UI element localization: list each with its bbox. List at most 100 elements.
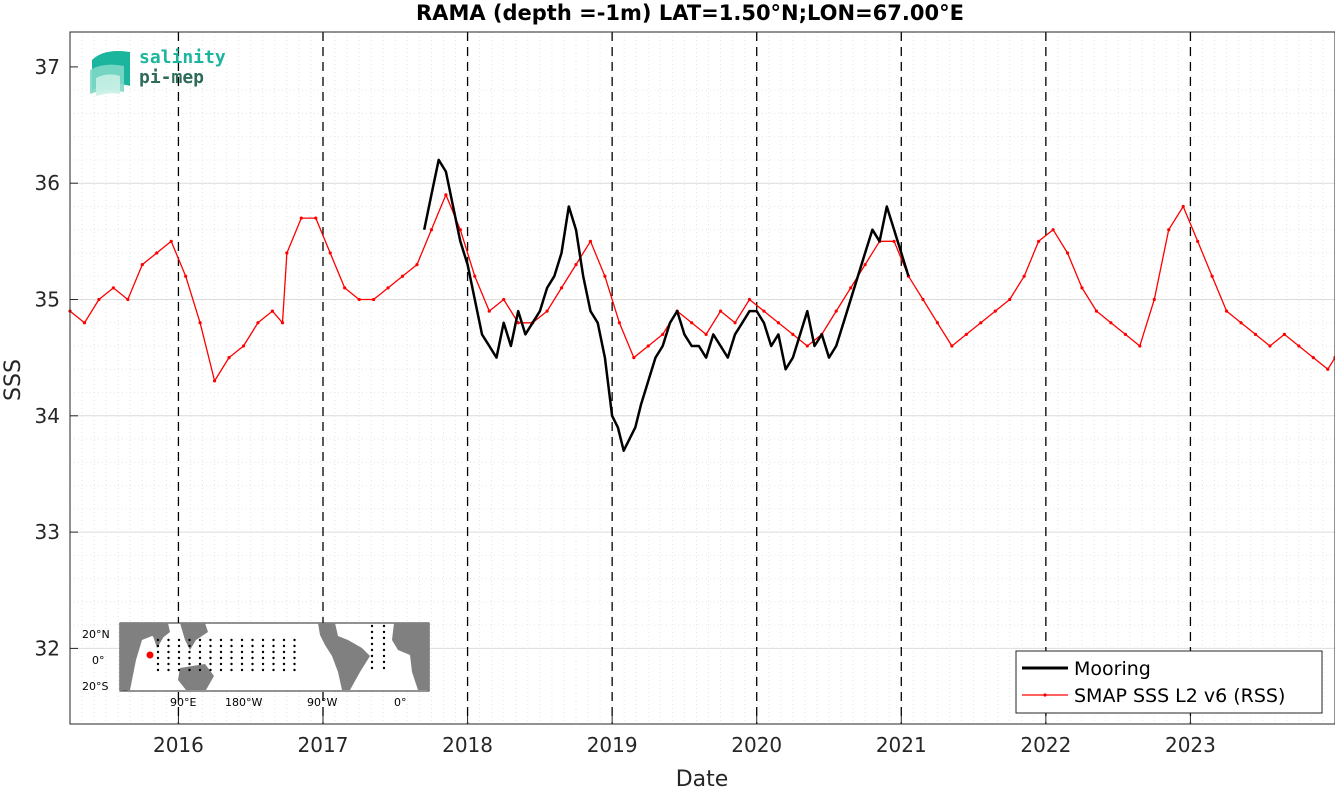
inset-buoy-dot	[272, 656, 275, 660]
series-line-smap	[69, 194, 1335, 382]
smap-point	[834, 309, 838, 313]
smap-point	[299, 216, 303, 220]
inset-buoy-dot	[261, 644, 265, 648]
smap-point	[1167, 228, 1171, 232]
inset-buoy-dot	[219, 668, 223, 672]
inset-buoy-dot	[188, 638, 191, 642]
inset-buoy-dot	[209, 638, 212, 642]
inset-buoy-dot	[240, 656, 244, 660]
inset-buoy-dot	[261, 656, 265, 660]
inset-buoy-dot	[209, 650, 212, 654]
inset-buoy-dot	[230, 650, 233, 654]
smap-point	[1094, 309, 1099, 313]
smap-point	[458, 228, 462, 232]
legend-marker-smap	[1043, 693, 1047, 697]
smap-point	[126, 297, 130, 302]
smap-point	[661, 332, 665, 336]
x-tick-labels: 2016 2017 2018 2019 2020 2021 2022 2023	[153, 716, 1216, 757]
inset-buoy-dot	[219, 638, 223, 642]
x-tick-label-2020: 2020	[731, 733, 782, 757]
chart-title: RAMA (depth =-1m) LAT=1.50°N;LON=67.00°E	[416, 1, 964, 25]
smap-point	[328, 251, 332, 255]
inset-lat-label-20s: 20°S	[82, 680, 108, 693]
inset-buoy-dot	[240, 644, 244, 648]
smap-point	[487, 309, 491, 313]
inset-buoy-dot	[261, 638, 265, 642]
smap-point	[169, 239, 173, 243]
legend: Mooring SMAP SSS L2 v6 (RSS)	[1015, 650, 1323, 714]
smap-point	[140, 263, 144, 267]
inset-buoy-dot	[370, 636, 374, 640]
inset-buoy-dot	[198, 656, 202, 660]
smap-point	[1297, 344, 1301, 348]
inset-buoy-dot	[382, 636, 386, 640]
inset-buoy-dot	[167, 668, 170, 672]
y-tick-label-32: 32	[35, 636, 60, 660]
inset-buoy-dot	[272, 662, 275, 666]
inset-buoy-dot	[251, 638, 254, 642]
inset-buoy-dot	[230, 662, 233, 666]
inset-buoy-dot	[188, 644, 191, 648]
inset-buoy-dot	[209, 656, 212, 660]
smap-point	[1008, 297, 1012, 302]
inset-buoy-dot	[382, 654, 386, 658]
inset-buoy-dot	[156, 650, 160, 654]
smap-point	[545, 309, 549, 313]
inset-buoy-dot	[382, 624, 386, 628]
inset-buoy-dot	[156, 656, 160, 660]
smap-point	[574, 263, 578, 267]
inset-buoy-dot	[240, 662, 244, 666]
inset-buoy-dot	[188, 650, 191, 654]
smap-point	[1138, 344, 1142, 348]
inset-buoy-dot	[156, 644, 160, 648]
smap-point	[357, 297, 361, 302]
inset-buoy-dot	[282, 656, 286, 660]
inset-buoy-dot	[293, 650, 296, 654]
smap-point	[1210, 274, 1214, 278]
y-tick-label-33: 33	[35, 520, 60, 544]
smap-point	[791, 332, 795, 336]
plot-frame	[69, 31, 1335, 725]
inset-buoy-dot	[198, 668, 202, 672]
legend-label-smap: SMAP SSS L2 v6 (RSS)	[1074, 685, 1285, 707]
y-tick-label-36: 36	[35, 171, 60, 195]
inset-lon-label-0: 0°	[394, 696, 407, 709]
smap-point	[733, 321, 737, 325]
smap-point	[372, 297, 376, 302]
inset-buoy-dot	[382, 660, 386, 664]
smap-point	[1080, 286, 1084, 290]
inset-buoy-dot	[382, 630, 386, 634]
smap-point	[559, 286, 564, 290]
logo-line1: salinity	[139, 47, 226, 68]
inset-buoy-dot	[251, 668, 254, 672]
inset-buoy-dot	[177, 644, 181, 648]
smap-point	[473, 274, 477, 278]
smap-point	[184, 274, 188, 278]
salinity-pimep-logo: salinity pi-mep	[90, 47, 226, 96]
inset-buoy-dot	[272, 668, 275, 672]
inset-buoy-dot	[167, 644, 170, 648]
inset-buoy-dot	[370, 648, 374, 652]
inset-buoy-dot	[177, 638, 181, 642]
smap-point	[617, 321, 621, 325]
x-tick-label-2017: 2017	[298, 733, 349, 757]
smap-point	[588, 239, 593, 243]
year-divider-lines	[177, 32, 1192, 724]
inset-land-india	[150, 623, 165, 648]
inset-buoy-dot	[230, 638, 233, 642]
smap-point	[400, 274, 405, 278]
inset-buoy-dot	[156, 662, 160, 666]
inset-buoy-dot	[219, 650, 223, 654]
inset-buoy-dot	[167, 650, 170, 654]
smap-point	[415, 263, 419, 267]
y-tick-label-34: 34	[35, 404, 60, 428]
inset-buoy-dot	[370, 660, 374, 664]
inset-buoy-dot	[370, 654, 374, 658]
smap-point	[1051, 228, 1055, 232]
inset-lon-label-180w: 180°W	[225, 696, 262, 709]
inset-buoy-dot	[209, 644, 212, 648]
inset-buoy-dot	[251, 650, 254, 654]
x-tick-label-2019: 2019	[587, 733, 638, 757]
inset-mooring-array-dots	[156, 624, 386, 672]
smap-point	[97, 297, 101, 302]
